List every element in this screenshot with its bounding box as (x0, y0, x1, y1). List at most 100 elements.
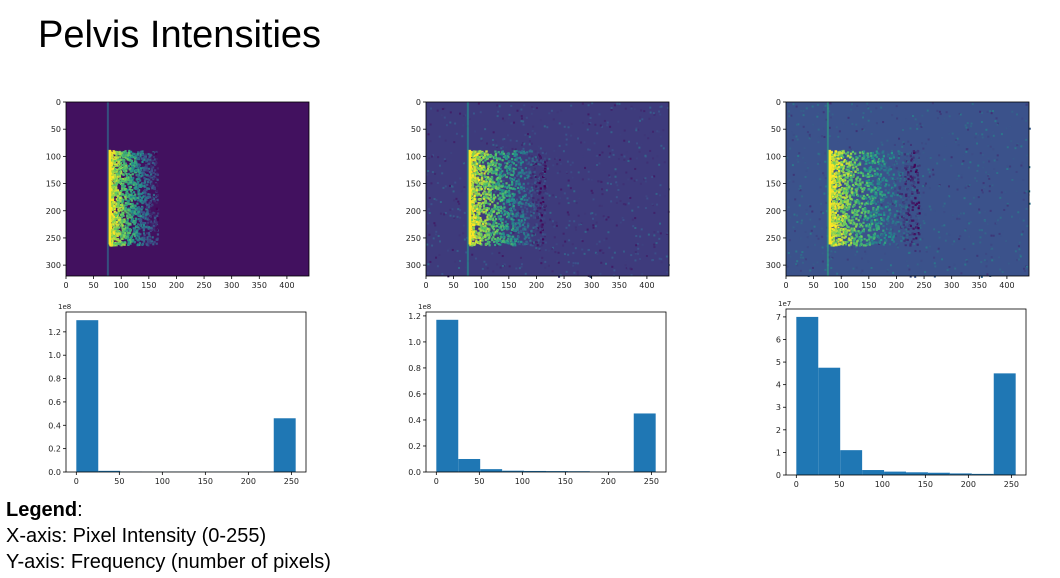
noise-cell (1005, 127, 1008, 130)
signal-cell (499, 163, 502, 166)
signal-cell (470, 242, 473, 245)
noise-cell (802, 110, 805, 113)
noise-cell (430, 203, 433, 206)
noise-cell (859, 203, 862, 206)
signal-cell (904, 226, 907, 229)
signal-cell (153, 162, 156, 165)
noise-cell (428, 183, 431, 186)
noise-cell (617, 120, 620, 123)
signal-cell (480, 202, 483, 206)
noise-cell (501, 255, 504, 258)
signal-cell (113, 231, 117, 234)
signal-cell (479, 194, 482, 197)
noise-cell (558, 122, 561, 125)
noise-cell (435, 230, 438, 233)
signal-cell (123, 204, 126, 207)
noise-cell (558, 202, 561, 205)
signal-cell (148, 153, 152, 156)
noise-cell (449, 111, 452, 114)
noise-cell (549, 218, 552, 221)
noise-cell (553, 236, 556, 239)
noise-cell (449, 214, 452, 217)
signal-cell (115, 244, 118, 247)
signal-cell (485, 193, 488, 196)
noise-cell (589, 116, 592, 119)
noise-cell (429, 123, 432, 126)
signal-cell (128, 156, 131, 160)
signal-cell (851, 219, 855, 222)
signal-cell (146, 226, 149, 229)
signal-cell (147, 241, 150, 244)
noise-cell (591, 192, 594, 195)
noise-cell (905, 260, 908, 263)
signal-cell (119, 209, 123, 212)
signal-cell (125, 164, 128, 167)
signal-cell (149, 158, 152, 162)
signal-cell (124, 224, 127, 228)
noise-cell (981, 153, 984, 156)
noise-cell (510, 122, 513, 125)
signal-cell (486, 233, 489, 236)
signal-cell (499, 227, 502, 230)
signal-cell (502, 155, 506, 159)
signal-cell (539, 177, 543, 180)
noise-cell (481, 169, 484, 172)
signal-cell (126, 237, 130, 241)
signal-cell (133, 210, 136, 214)
signal-cell (115, 179, 118, 182)
signal-cell (152, 211, 155, 214)
signal-cell (110, 161, 113, 165)
noise-cell (797, 160, 800, 163)
noise-cell (956, 136, 959, 139)
noise-cell (658, 237, 661, 240)
noise-cell (981, 133, 984, 136)
noise-cell (531, 206, 534, 209)
noise-cell (942, 205, 945, 208)
signal-cell (151, 161, 154, 165)
signal-cell (846, 176, 849, 179)
signal-cell (533, 181, 537, 184)
signal-cell (536, 181, 539, 184)
noise-cell (891, 149, 894, 152)
signal-cell (539, 207, 542, 210)
noise-cell (595, 243, 598, 246)
noise-cell (859, 271, 862, 274)
signal-cell (498, 157, 502, 160)
signal-cell (117, 202, 120, 205)
signal-cell (113, 215, 116, 218)
signal-cell (127, 242, 130, 245)
noise-cell (503, 263, 506, 266)
noise-cell (649, 111, 652, 114)
signal-cell (905, 160, 908, 163)
noise-cell (472, 112, 475, 115)
signal-cell (529, 188, 532, 191)
signal-cell (110, 206, 113, 210)
signal-cell (516, 214, 520, 217)
noise-cell (560, 188, 563, 191)
signal-cell (113, 244, 116, 247)
noise-cell (921, 114, 924, 117)
x-tick-label: 400 (639, 281, 654, 290)
noise-cell (1020, 233, 1023, 236)
noise-cell (571, 176, 574, 179)
noise-cell (603, 239, 606, 242)
signal-cell (506, 186, 509, 190)
noise-cell (658, 110, 661, 113)
signal-cell (485, 150, 488, 153)
noise-cell (544, 266, 547, 269)
noise-cell (448, 247, 451, 250)
signal-cell (477, 158, 480, 161)
noise-cell (480, 161, 483, 164)
signal-cell (474, 156, 478, 159)
noise-cell (506, 134, 509, 137)
signal-cell (137, 183, 140, 186)
signal-cell (486, 206, 489, 210)
signal-cell (155, 242, 158, 245)
noise-cell (918, 164, 921, 167)
signal-cell (148, 210, 151, 213)
signal-cell (897, 170, 900, 173)
signal-cell (475, 178, 478, 182)
noise-cell (822, 174, 825, 177)
signal-cell (483, 207, 486, 210)
signal-cell (530, 150, 533, 153)
